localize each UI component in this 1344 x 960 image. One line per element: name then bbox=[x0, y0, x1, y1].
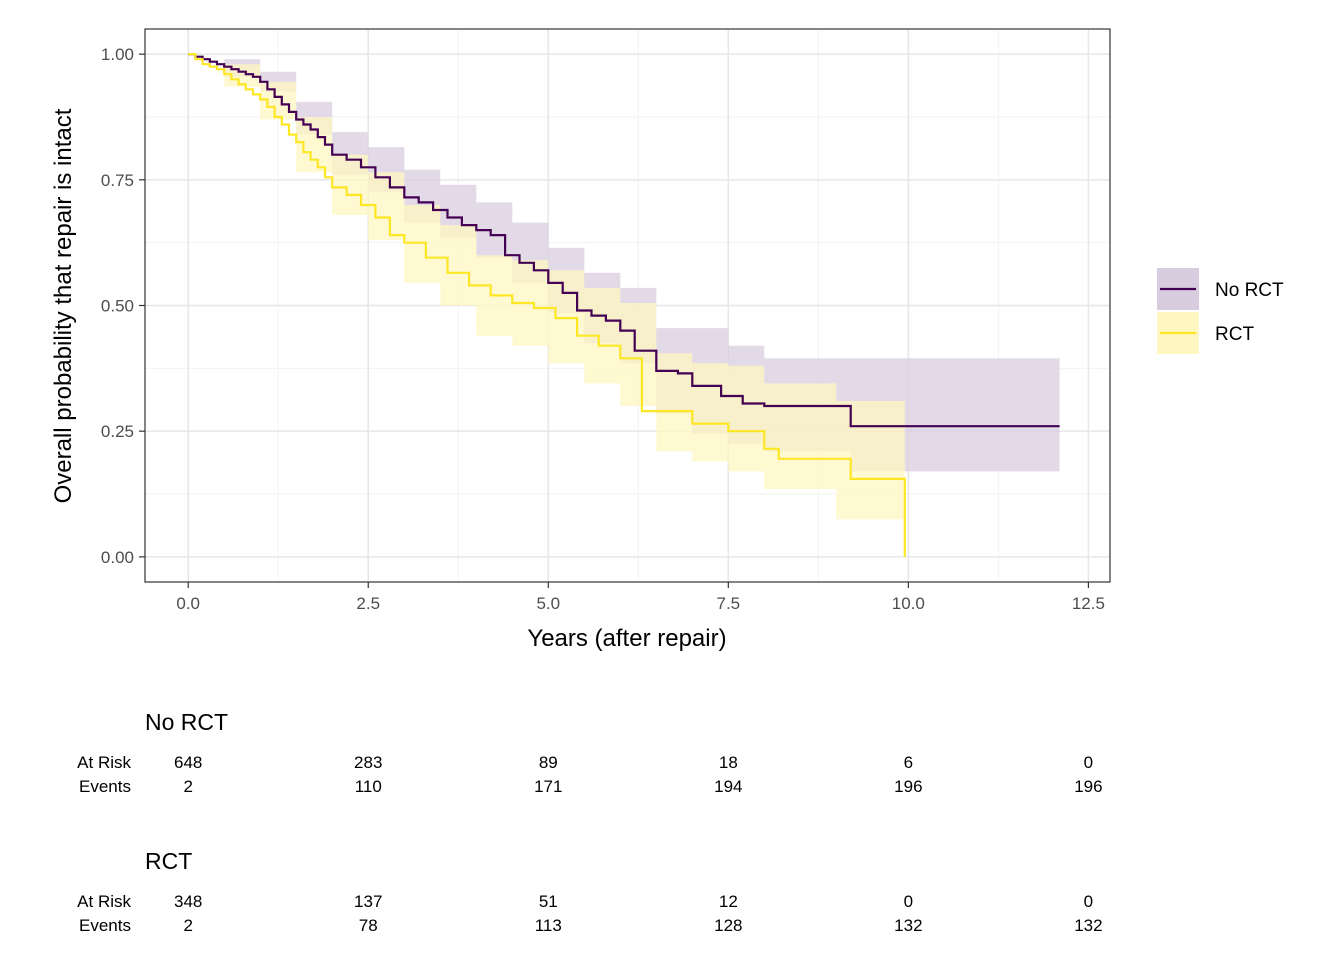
survival-curve-rct bbox=[188, 53, 906, 557]
risk-cell-at-risk: 6 bbox=[904, 753, 913, 772]
risk-cell-at-risk: 137 bbox=[354, 892, 382, 911]
x-axis: 0.0 2.5 5.0 7.5 10.0 12.5 bbox=[176, 582, 1105, 613]
risk-cell-at-risk: 348 bbox=[174, 892, 202, 911]
legend-label: No RCT bbox=[1215, 280, 1284, 301]
confidence-band-no-rct bbox=[188, 54, 1060, 472]
risk-table: No RCT At Risk 648 283 89 18 6 0 Events 2 110 171 19… bbox=[77, 709, 1102, 935]
risk-cell-events: 2 bbox=[183, 777, 192, 796]
y-tick-label: 1.00 bbox=[101, 45, 134, 64]
survival-curves bbox=[188, 53, 1060, 557]
x-tick-label: 2.5 bbox=[356, 594, 380, 613]
risk-cell-at-risk: 0 bbox=[1084, 753, 1093, 772]
x-tick-label: 12.5 bbox=[1072, 594, 1105, 613]
risk-cell-at-risk: 283 bbox=[354, 753, 382, 772]
risk-cell-events: 2 bbox=[183, 916, 192, 935]
legend-item-rct: RCT bbox=[1157, 312, 1254, 354]
confidence-bands bbox=[188, 54, 1060, 520]
risk-cell-at-risk: 0 bbox=[1084, 892, 1093, 911]
legend: No RCT RCT bbox=[1157, 268, 1284, 354]
risk-row-label-at-risk: At Risk bbox=[77, 753, 131, 772]
x-tick-label: 10.0 bbox=[892, 594, 925, 613]
plot-panel bbox=[144, 28, 1111, 583]
risk-group-title: No RCT bbox=[145, 709, 228, 735]
risk-cell-events: 194 bbox=[714, 777, 742, 796]
x-axis-title: Years (after repair) bbox=[527, 625, 726, 652]
y-axis-title: Overall probability that repair is intac… bbox=[50, 108, 77, 503]
x-tick-label: 7.5 bbox=[717, 594, 741, 613]
risk-cell-events: 196 bbox=[1074, 777, 1102, 796]
risk-cell-events: 128 bbox=[714, 916, 742, 935]
y-axis: 0.00 0.25 0.50 0.75 1.00 bbox=[101, 45, 145, 567]
y-tick-label: 0.00 bbox=[101, 548, 134, 567]
risk-cell-events: 132 bbox=[1074, 916, 1102, 935]
risk-cell-events: 78 bbox=[359, 916, 378, 935]
risk-cell-at-risk: 18 bbox=[719, 753, 738, 772]
legend-label: RCT bbox=[1215, 324, 1254, 345]
risk-cell-at-risk: 12 bbox=[719, 892, 738, 911]
risk-cell-events: 196 bbox=[894, 777, 922, 796]
risk-row-label-at-risk: At Risk bbox=[77, 892, 131, 911]
risk-cell-at-risk: 648 bbox=[174, 753, 202, 772]
risk-group-no-rct: No RCT At Risk 648 283 89 18 6 0 Events 2 110 171 19… bbox=[77, 709, 1102, 796]
y-tick-label: 0.50 bbox=[101, 297, 134, 316]
risk-row-label-events: Events bbox=[79, 916, 131, 935]
risk-row-label-events: Events bbox=[79, 777, 131, 796]
legend-item-no-rct: No RCT bbox=[1157, 268, 1284, 310]
risk-cell-events: 132 bbox=[894, 916, 922, 935]
risk-group-title: RCT bbox=[145, 848, 192, 874]
risk-cell-events: 110 bbox=[355, 777, 382, 796]
risk-cell-at-risk: 89 bbox=[539, 753, 558, 772]
survival-curve-no-rct bbox=[188, 53, 1060, 428]
risk-group-rct: RCT At Risk 348 137 51 12 0 0 Events 2 78 113 128 132… bbox=[77, 848, 1102, 935]
confidence-band-rct bbox=[188, 54, 905, 520]
y-tick-label: 0.25 bbox=[101, 422, 134, 441]
risk-cell-events: 113 bbox=[535, 916, 562, 935]
risk-cell-events: 171 bbox=[534, 777, 562, 796]
risk-cell-at-risk: 51 bbox=[539, 892, 558, 911]
y-tick-label: 0.75 bbox=[101, 171, 134, 190]
x-tick-label: 5.0 bbox=[536, 594, 560, 613]
x-tick-label: 0.0 bbox=[176, 594, 200, 613]
risk-cell-at-risk: 0 bbox=[904, 892, 913, 911]
